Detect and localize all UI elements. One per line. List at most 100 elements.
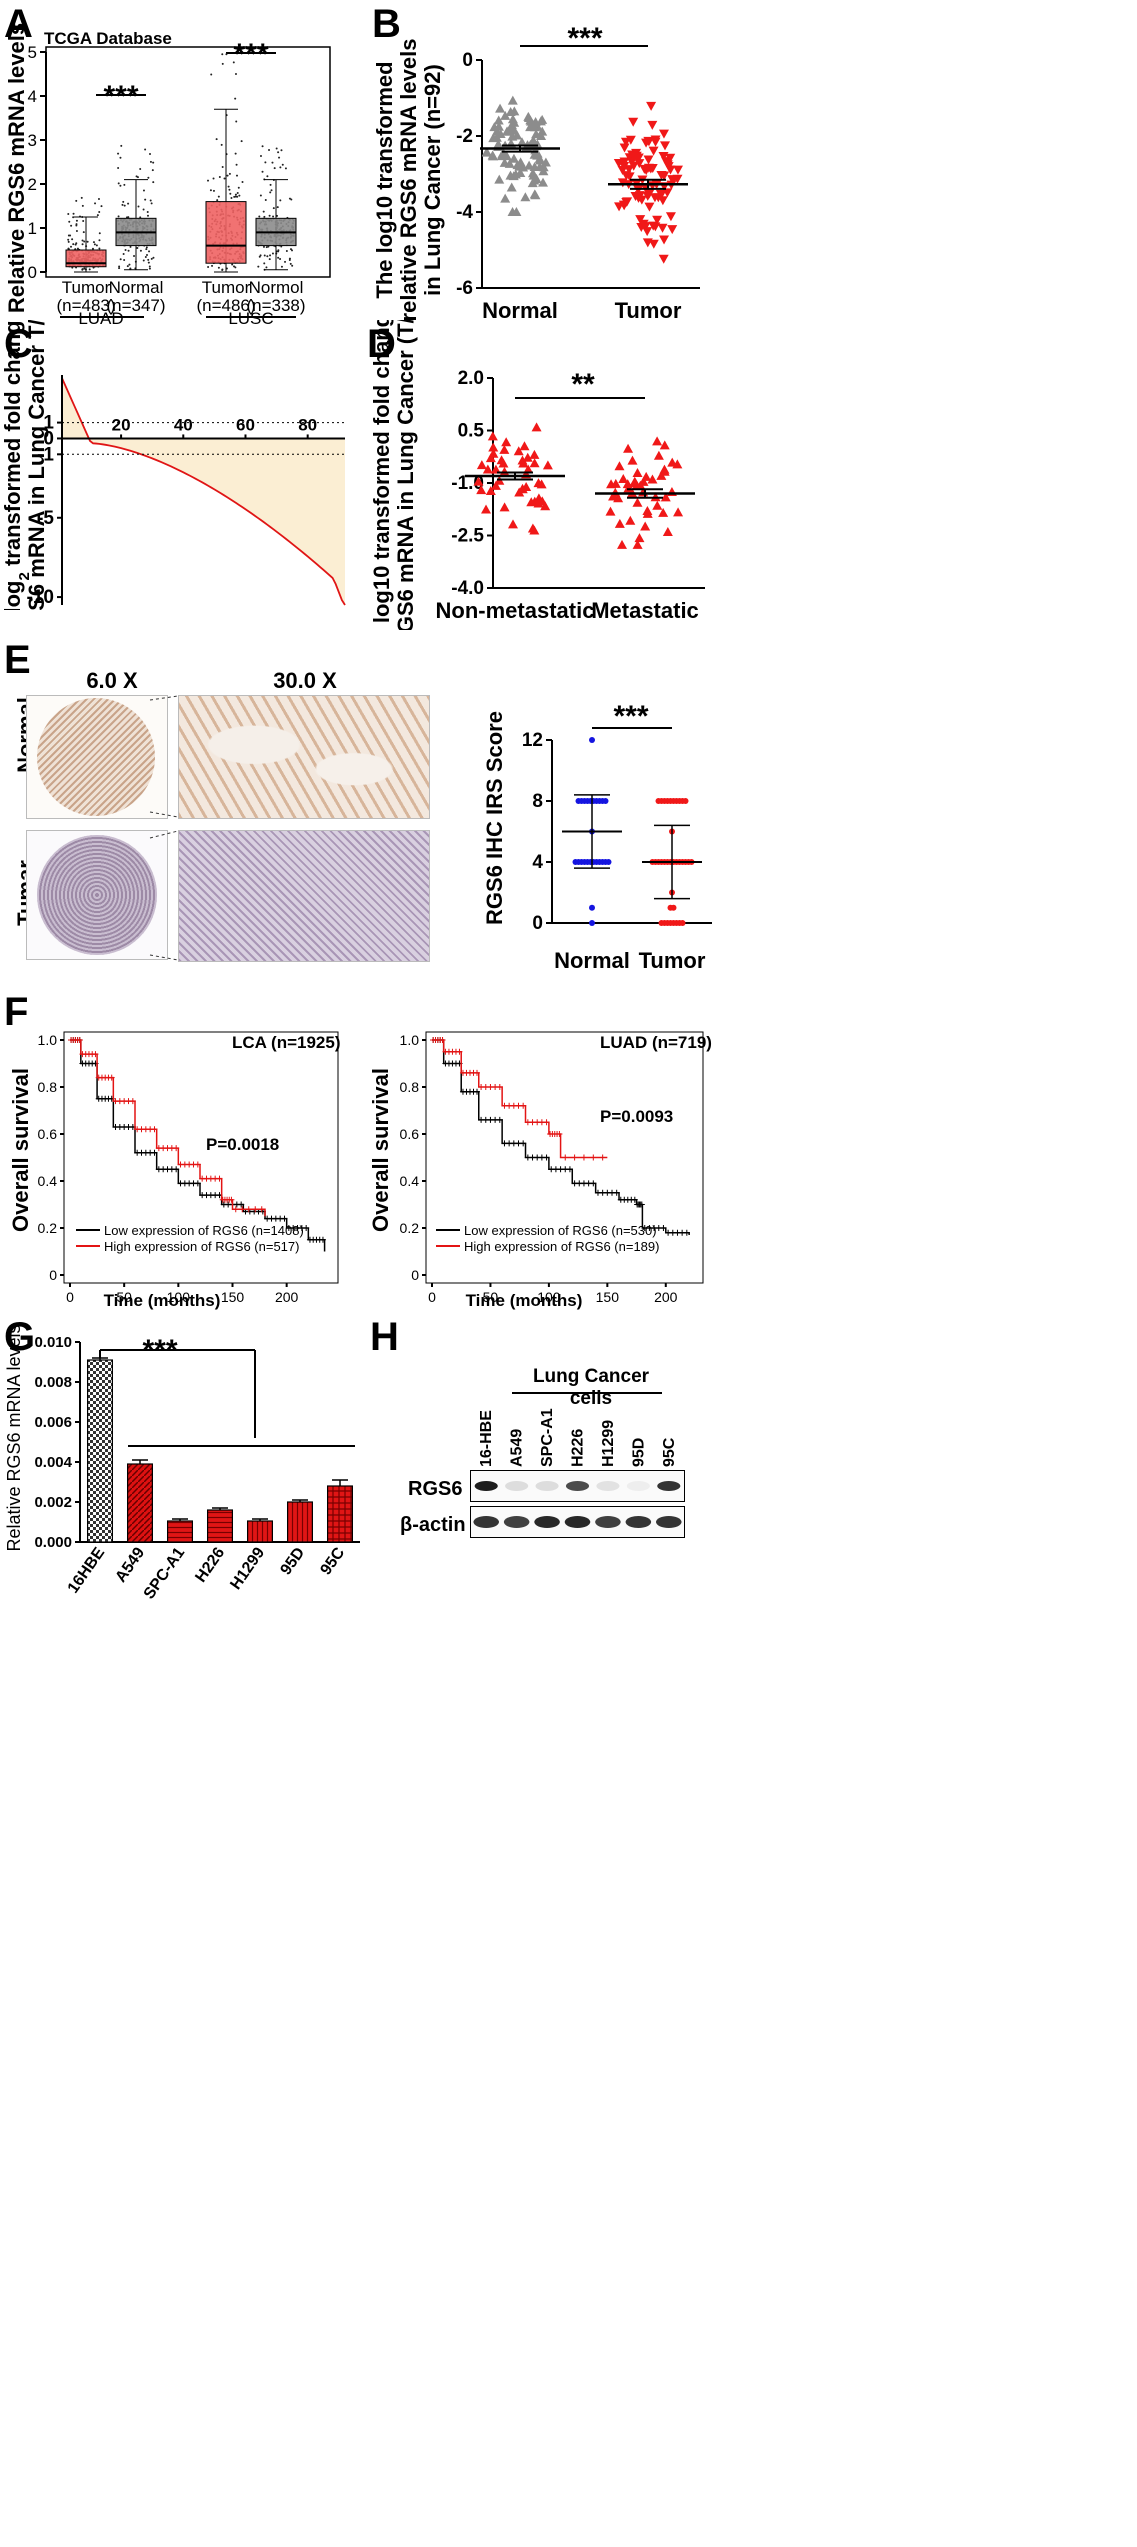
chart-a-point [100,205,103,208]
chart-c-xtick-label: 40 [174,415,193,434]
chart-b-ylabel-2: relative RGS6 mRNA levels [396,39,421,322]
chart-a-point [276,206,279,209]
chart-d-point [623,443,634,453]
chart-e-point [589,920,595,926]
chart-a-point [217,266,220,269]
chart-c-xtick-label: 60 [236,415,255,434]
chart-a-point [235,163,238,166]
chart-a-point [234,72,237,75]
chart-a-point [266,175,269,178]
chart-g: 0.000 0.002 0.004 0.006 0.008 0.010 16HBE A549S… [4,1324,360,1600]
chart-f-lca-censor [173,1145,180,1152]
chart-a-point [124,248,127,251]
chart-d-point [672,459,683,469]
chart-f-luad: 0 0.2 0.4 0.6 0.8 1.0 0 50 100 150 200 LUAD (n=719… [368,1031,712,1310]
chart-f-lca-censor [108,1074,115,1081]
chart-b-point [643,155,654,165]
chart-a-point [147,261,150,264]
chart-g-ylabel: Relative RGS6 mRNA levels [4,1324,24,1551]
chart-f-luad-censor [580,1154,587,1161]
panel-label-a: A [4,2,33,46]
chart-a-point [221,53,224,56]
chart-a-point [221,165,224,168]
chart-f-luad-ytick-label: 1.0 [400,1032,420,1048]
chart-a-point [72,216,75,219]
chart-d-point [490,480,501,490]
chart-a-point [259,254,262,257]
chart-f-lca-ytick-label: 0 [49,1267,57,1283]
chart-e-cat-2: Tumor [639,948,706,973]
chart-b-point [672,165,683,175]
blot-lane-labels: 16-HBE A549 SPC-A1 H226 H1299 95D 95C [478,1408,678,1467]
chart-f-luad-censor [456,1048,463,1055]
chart-b-point [520,192,531,202]
chart-a-point [225,53,228,56]
chart-d-point [482,464,493,474]
chart-a-point [92,241,95,244]
chart-a-point [118,265,121,268]
chart-e-ytick-label: 12 [522,730,543,751]
ihc-tumor-high-mag [178,830,430,962]
chart-a-point [257,265,260,268]
chart-b-point [619,162,630,172]
chart-a-point [70,245,73,248]
panel-label-b: B [372,2,401,46]
chart-a-point [212,189,215,192]
chart-a-point [262,210,265,213]
chart-a-point [96,214,99,217]
chart-c-ytick-label: -1 [37,444,54,465]
chart-d-point [473,476,484,486]
chart-a-point [207,179,210,182]
chart-a-point [223,177,226,180]
chart-b-point [540,157,551,167]
chart-g-cat-label: 16HBE [65,1544,109,1596]
chart-d-ytick-label: -1.0 [451,473,484,494]
chart-g-cat-label: SPC-A1 [141,1544,189,1600]
chart-g-ytick-label: 0.006 [34,1414,72,1431]
chart-a-point [119,156,122,159]
chart-a-point [123,204,126,207]
chart-a-point [149,199,152,202]
chart-a-point [269,254,272,257]
chart-g-bar [287,1501,314,1543]
chart-a-point [262,245,265,248]
chart-a-point [268,148,271,151]
chart-f-lca-ytick-label: 0.8 [38,1079,58,1095]
chart-g-cat-label: 95D [278,1545,309,1579]
chart-b-point [643,136,654,146]
blot-rgs6-band [626,1481,650,1491]
chart-f-luad-censor [631,1196,638,1203]
chart-a-point [277,250,280,253]
chart-b-point [507,131,518,141]
chart-a-point [122,253,125,256]
chart-d-point [531,422,542,432]
chart-f-lca-censor [245,1206,252,1213]
chart-a-point [95,244,98,247]
chart-a-title: TCGA Database [44,29,172,48]
chart-a-point [291,264,294,267]
chart-a-point [152,181,155,184]
chart-b-point [646,101,657,111]
chart-d-point [498,458,509,468]
chart-a-point [81,268,84,271]
chart-d-point [522,452,533,462]
chart-d-point [508,519,519,529]
chart-a-point [269,183,272,186]
chart-a-point [81,204,84,207]
chart-e-ytick-label: 8 [532,791,543,812]
chart-a-point [150,202,153,205]
chart-g-cat-label: 95C [318,1544,349,1578]
chart-a-point [148,250,151,253]
chart-f-lca-censor [232,1206,239,1213]
chart-a-point [71,238,74,241]
chart-d-point [614,461,625,471]
chart-a-point [236,195,239,198]
blot-lane-label: 95D [630,1438,647,1467]
chart-b-point [657,223,668,233]
chart-a-box [65,249,107,268]
chart-f-lca-censor [228,1196,235,1203]
chart-a-point [234,195,237,198]
chart-b-point [504,126,515,136]
chart-a-point [70,224,73,227]
chart-a-point [151,169,154,172]
